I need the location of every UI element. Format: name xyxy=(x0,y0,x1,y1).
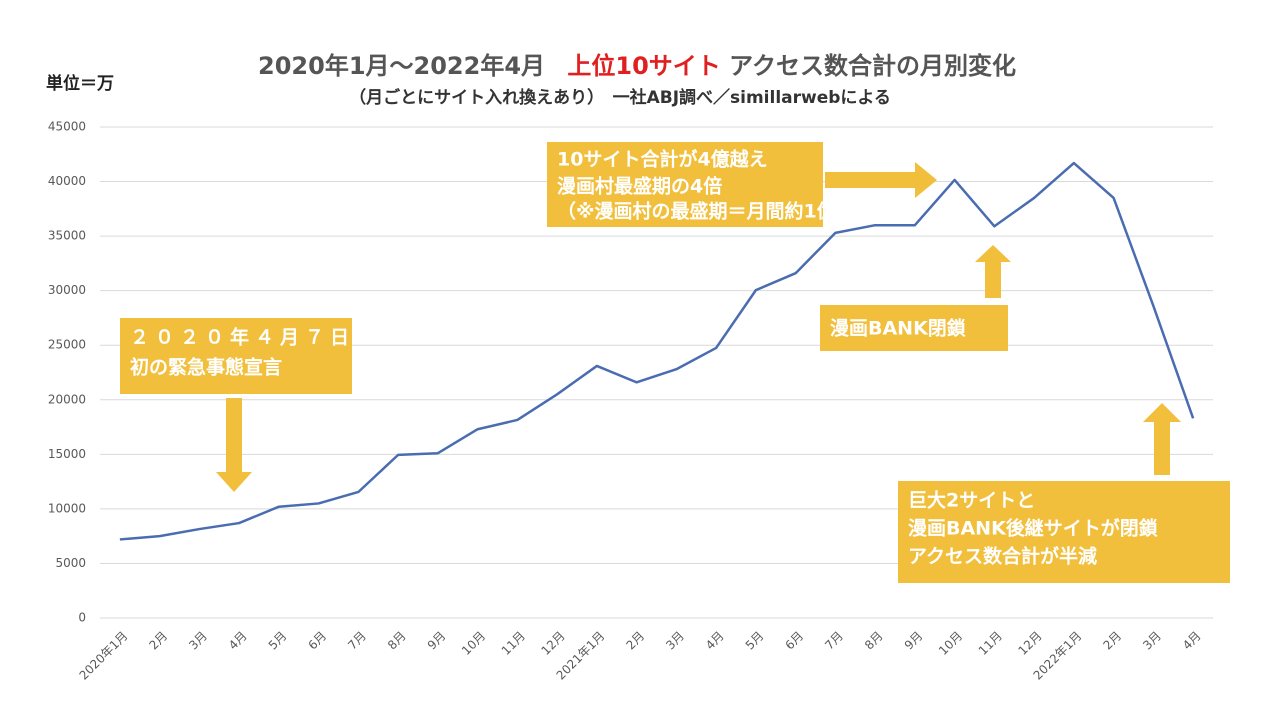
x-tick-label: 2月 xyxy=(623,629,647,653)
x-tick-label: 4月 xyxy=(703,629,727,653)
x-tick-label: 7月 xyxy=(345,629,369,653)
annotation-text: ２０２０年４月７日 xyxy=(130,326,355,349)
x-tick-label: 5月 xyxy=(743,629,767,653)
unit-label: 単位＝万 xyxy=(46,73,114,94)
x-tick-label: 4月 xyxy=(226,629,250,653)
x-tick-label: 2020年1月 xyxy=(77,629,131,683)
x-tick-label: 3月 xyxy=(663,629,687,653)
annotation-text: アクセス数合計が半減 xyxy=(908,545,1097,568)
x-tick-label: 11月 xyxy=(499,629,528,658)
subtitle: （月ごとにサイト入れ換えあり） 一社ABJ調べ／simillarwebによる xyxy=(349,87,891,108)
x-tick-label: 2月 xyxy=(1100,629,1124,653)
title-part: アクセス数合計の月別変化 xyxy=(729,52,1016,80)
x-tick-label: 8月 xyxy=(385,629,409,653)
x-tick-label: 10月 xyxy=(936,629,965,658)
y-tick-label: 20000 xyxy=(48,392,86,406)
annotation-text: 漫画村最盛期の4倍 xyxy=(557,175,722,198)
annotation-arrow xyxy=(975,245,1011,298)
x-tick-label: 10月 xyxy=(459,629,488,658)
x-tick-label: 12月 xyxy=(1016,629,1045,658)
x-tick-label: 8月 xyxy=(862,629,886,653)
y-tick-label: 30000 xyxy=(48,283,86,297)
annotation-text: 漫画BANK閉鎖 xyxy=(830,317,967,340)
title-highlight: 上位10サイト xyxy=(567,52,720,80)
annotation-text: 巨大2サイトと xyxy=(908,489,1035,512)
annotation-box xyxy=(547,142,823,227)
x-tick-label: 7月 xyxy=(822,629,846,653)
y-tick-label: 10000 xyxy=(48,501,86,515)
annotation-arrow xyxy=(825,162,937,198)
y-tick-label: 0 xyxy=(78,611,86,625)
y-tick-label: 40000 xyxy=(48,174,86,188)
annotation-box xyxy=(820,305,1008,351)
line xyxy=(119,161,1195,541)
x-tick-label: 3月 xyxy=(186,629,210,653)
annotation-text: （※漫画村の最盛期＝月間約1億） xyxy=(557,200,855,223)
annotation-text: 10サイト合計が4億越え xyxy=(557,148,768,171)
y-tick-label: 25000 xyxy=(48,338,86,352)
x-tick-label: 9月 xyxy=(425,629,449,653)
annotation-box xyxy=(898,481,1230,583)
x-tick-label: 9月 xyxy=(902,629,926,653)
x-tick-label: 4月 xyxy=(1180,629,1204,653)
annotation-text: 初の緊急事態宣言 xyxy=(130,356,282,379)
y-tick-label: 5000 xyxy=(55,556,86,570)
x-tick-label: 3月 xyxy=(1140,629,1164,653)
annotation-arrow xyxy=(1143,403,1181,475)
x-tick-label: 12月 xyxy=(539,629,568,658)
x-tick-label: 6月 xyxy=(782,629,806,653)
annotation-arrow xyxy=(216,398,252,492)
x-tick-label: 5月 xyxy=(266,629,290,653)
x-tick-label: 2月 xyxy=(146,629,170,653)
annotation-box xyxy=(120,318,352,394)
x-tick-label: 6月 xyxy=(305,629,329,653)
chart-title: 2020年1月～2022年4月 上位10サイト アクセス数合計の月別変化 xyxy=(258,52,1016,80)
x-tick-label: 11月 xyxy=(976,629,1005,658)
title-part: 2020年1月～2022年4月 xyxy=(258,52,545,80)
y-tick-label: 45000 xyxy=(48,120,86,134)
y-tick-label: 15000 xyxy=(48,447,86,461)
y-tick-label: 35000 xyxy=(48,229,86,243)
annotation-text: 漫画BANK後継サイトが閉鎖 xyxy=(908,517,1159,540)
